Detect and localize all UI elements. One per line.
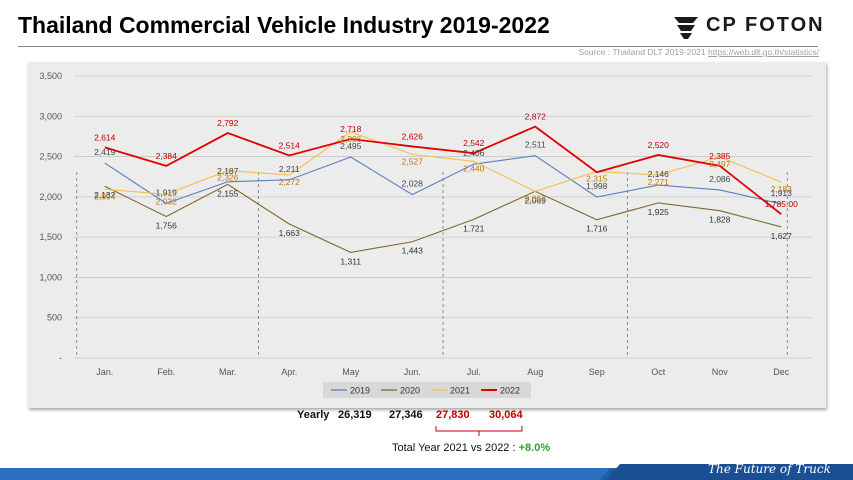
- data-label-2019: 2,028: [402, 179, 424, 189]
- data-label-2022: 2,385: [709, 151, 731, 161]
- line-chart: - 500 1,000 1,500 2,000 2,500 3,000 3,500 Jan. Fe…: [39, 71, 812, 398]
- data-label-2022: 2,384: [156, 151, 178, 161]
- x-tick-label: Feb.: [157, 367, 175, 377]
- title-divider: [18, 46, 818, 47]
- data-label-2022: 2,626: [402, 131, 424, 141]
- data-label-2020: 1,627: [771, 231, 793, 241]
- comparison-text: Total Year 2021 vs 2022 :: [392, 442, 519, 454]
- series-line-2021: [104, 131, 782, 195]
- legend-label-2022: 2022: [500, 386, 520, 396]
- comparison-bracket: [435, 426, 523, 436]
- source-link[interactable]: https://web.dlt.go.th/statistics/: [707, 47, 819, 57]
- x-tick-label: Apr.: [281, 367, 297, 377]
- data-label-2021: 2,440: [463, 163, 485, 173]
- y-tick-label: 3,500: [39, 71, 62, 81]
- data-label-2021: 2,032: [156, 196, 178, 206]
- data-label-2020: 2,155: [217, 188, 239, 198]
- data-label-2020: 1,663: [279, 228, 301, 238]
- y-tick-label: 2,000: [39, 192, 62, 202]
- legend-box: [323, 382, 531, 398]
- y-tick-label: 2,500: [39, 152, 62, 162]
- yearly-label: Yearly: [297, 409, 330, 421]
- legend-label-2021: 2021: [450, 386, 470, 396]
- data-label-2022: 2,872: [525, 112, 547, 122]
- data-label-2019: 1,998: [586, 181, 608, 191]
- data-label-2020: 1,756: [156, 221, 178, 231]
- data-label-2022: 2,614: [94, 132, 116, 142]
- y-tick-label: 1,000: [39, 272, 62, 282]
- data-label-2019: 1,913: [771, 188, 793, 198]
- x-tick-label: Mar.: [219, 367, 237, 377]
- y-tick-label: 1,500: [39, 232, 62, 242]
- y-tick-label: 3,000: [39, 111, 62, 121]
- data-label-2021: 2,527: [402, 156, 424, 166]
- y-tick-label: 500: [47, 313, 62, 323]
- series-line-2022: [104, 125, 782, 215]
- foton-logo-icon: [674, 17, 698, 39]
- data-label-2019: 2,211: [279, 164, 300, 174]
- x-tick-label: Aug: [527, 367, 543, 377]
- data-label-2019: 2,187: [217, 166, 239, 176]
- data-label-2019: 2,406: [463, 148, 485, 158]
- series-line-2020: [104, 183, 782, 253]
- data-label-2022: 1,785.00: [765, 199, 798, 209]
- comparison-value: +8.0%: [518, 442, 551, 454]
- x-tick-label: Dec: [773, 367, 790, 377]
- data-label-2019: 2,419: [94, 147, 116, 157]
- x-tick-label: Sep: [589, 367, 605, 377]
- data-label-2020: 1,716: [586, 224, 608, 234]
- data-label-2021: 2,326: [217, 173, 239, 183]
- data-label-2022: 2,520: [648, 140, 670, 150]
- data-label-2019: 2,086: [709, 174, 731, 184]
- x-tick-label: Oct: [651, 367, 666, 377]
- data-label-2021: 2,183: [771, 184, 793, 194]
- data-label-2019: 1,919: [156, 187, 178, 197]
- data-label-2021: 2,094: [94, 191, 116, 201]
- footer-bar: [0, 464, 853, 480]
- data-label-2020: 2,069: [525, 195, 547, 205]
- y-tick-label: -: [59, 353, 62, 363]
- series-line-2019: [104, 155, 782, 205]
- data-label-2020: 1,443: [402, 246, 424, 256]
- data-label-2019: 2,511: [525, 140, 546, 150]
- x-tick-label: Jul.: [467, 367, 481, 377]
- data-label-2021: 2,497: [709, 159, 731, 169]
- data-label-2020: 1,828: [709, 215, 731, 225]
- source-note: Source : Thailand DLT 2019-2021 https://…: [578, 47, 819, 57]
- data-label-2019: 2,495: [340, 141, 362, 151]
- data-label-2022: 2,514: [279, 140, 301, 150]
- x-tick-label: Jan.: [96, 367, 113, 377]
- x-tick-label: May: [342, 367, 360, 377]
- data-label-2020: 1,721: [463, 223, 485, 233]
- data-label-2021: 2,272: [279, 177, 301, 187]
- data-label-2021: 2,271: [648, 177, 670, 187]
- data-label-2020: 1,311: [340, 256, 361, 266]
- data-label-2022: 2,792: [217, 118, 239, 128]
- yearly-total-2020: 27,346: [389, 409, 423, 421]
- source-label: Source : Thailand DLT 2019-2021: [578, 47, 706, 57]
- legend-label-2020: 2020: [400, 386, 420, 396]
- x-tick-label: Jun.: [404, 367, 421, 377]
- logo-wordmark: CP FOTON: [706, 14, 825, 36]
- data-label-2020: 1,925: [648, 207, 670, 217]
- data-label-2021: 2,806: [340, 134, 362, 144]
- data-label-2019: 2,146: [648, 169, 670, 179]
- data-label-2022: 2,718: [340, 124, 362, 134]
- yearly-total-2019: 26,319: [338, 409, 372, 421]
- data-label-2022: 2,542: [463, 138, 485, 148]
- footer-tagline: The Future of Truck: [708, 462, 831, 476]
- chart-panel: - 500 1,000 1,500 2,000 2,500 3,000 3,500 Jan. Fe…: [28, 62, 826, 408]
- yearly-total-2021: 27,830: [436, 409, 470, 421]
- x-tick-label: Nov: [712, 367, 729, 377]
- page-title: Thailand Commercial Vehicle Industry 201…: [18, 12, 550, 38]
- data-label-2021: 2,067: [525, 193, 547, 203]
- data-label-2021: 2,315: [586, 173, 608, 183]
- comparison-note: Total Year 2021 vs 2022 : +8.0%: [392, 442, 550, 454]
- data-label-2020: 2,132: [94, 190, 116, 200]
- yearly-total-2022: 30,064: [489, 409, 523, 421]
- legend-label-2019: 2019: [350, 386, 370, 396]
